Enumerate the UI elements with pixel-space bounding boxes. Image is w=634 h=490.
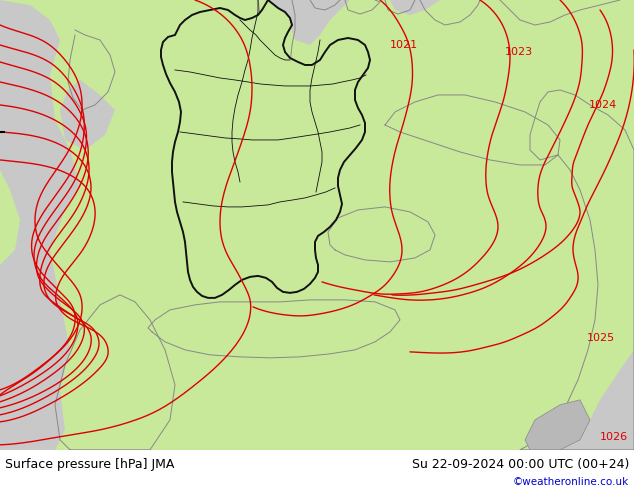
Text: 1023: 1023 [505,47,533,57]
Polygon shape [390,0,440,15]
Text: Surface pressure [hPa] JMA: Surface pressure [hPa] JMA [5,458,174,471]
Polygon shape [530,400,634,450]
Polygon shape [265,0,350,45]
Text: Su 22-09-2024 00:00 UTC (00+24): Su 22-09-2024 00:00 UTC (00+24) [411,458,629,471]
Polygon shape [161,0,370,298]
Text: 1021: 1021 [390,40,418,50]
Polygon shape [525,400,590,450]
Polygon shape [60,80,115,150]
Polygon shape [0,0,80,450]
Text: 1025: 1025 [587,333,615,343]
Text: 1026: 1026 [600,432,628,442]
Polygon shape [580,350,634,450]
Text: ©weatheronline.co.uk: ©weatheronline.co.uk [513,477,629,487]
Text: 1024: 1024 [589,100,618,110]
